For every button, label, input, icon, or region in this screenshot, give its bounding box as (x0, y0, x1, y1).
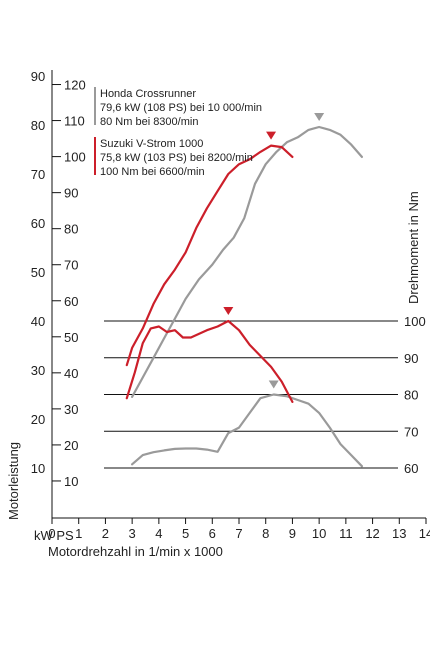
ps-tick-label: 40 (64, 366, 78, 381)
rpm-tick-label: 1 (75, 526, 82, 541)
legend-title-suzuki: Suzuki V-Strom 1000 (100, 138, 203, 150)
ps-tick-label: 120 (64, 78, 86, 93)
peak-marker (268, 380, 279, 389)
ps-tick-label: 30 (64, 402, 78, 417)
torque-tick-label: 70 (404, 424, 418, 439)
ps-tick-label: 80 (64, 222, 78, 237)
kw-tick-label: 20 (31, 412, 45, 427)
legend-power-suzuki: 75,8 kW (103 PS) bei 8200/min (100, 152, 253, 164)
rpm-tick-label: 9 (289, 526, 296, 541)
kw-tick-label: 90 (31, 69, 45, 84)
peak-marker (314, 112, 325, 121)
rpm-tick-label: 11 (339, 526, 353, 541)
series-layer (125, 125, 363, 468)
rpm-axis: 0 1 2 3 4 5 6 7 8 9 10 11 12 13 14 (48, 517, 430, 541)
torque-tick-label: 100 (404, 314, 426, 329)
kw-tick-label: 70 (31, 167, 45, 182)
suzuki-v-strom-1000-torque-line (125, 319, 294, 403)
kw-tick-label: 80 (31, 118, 45, 133)
ps-tick-label: 20 (64, 438, 78, 453)
honda-crossrunner-power-line (131, 125, 363, 398)
rpm-tick-label: 14 (419, 526, 430, 541)
peak-marker (223, 307, 234, 315)
x-axis-title: Motordrehzahl in 1/min x 1000 (48, 544, 223, 559)
rpm-tick-label: 6 (209, 526, 216, 541)
rpm-tick-label: 5 (182, 526, 189, 541)
legend-torque-honda: 80 Nm bei 8300/min (100, 116, 198, 128)
ps-tick-label: 50 (64, 330, 78, 345)
legend-torque-suzuki: 100 Nm bei 6600/min (100, 166, 205, 178)
torque-axis-title: Drehmoment in Nm (406, 191, 421, 304)
rpm-tick-label: 10 (312, 526, 326, 541)
torque-tick-label: 80 (404, 388, 418, 403)
rpm-tick-label: 12 (365, 526, 379, 541)
ps-tick-label: 10 (64, 474, 78, 489)
torque-tick-label: 90 (404, 351, 418, 366)
power-axis: 10 20 30 40 50 60 70 80 90 10 20 30 40 50 60 70 80 90 100 1… (31, 69, 86, 518)
peak-marker (266, 131, 277, 140)
rpm-tick-label: 3 (129, 526, 136, 541)
kw-tick-label: 10 (31, 461, 45, 476)
power-axis-title: Motorleistung (6, 442, 21, 520)
suzuki-v-strom-1000-power-line (125, 144, 294, 367)
kw-tick-label: 60 (31, 216, 45, 231)
rpm-tick-label: 7 (235, 526, 242, 541)
torque-tick-label: 60 (404, 461, 418, 476)
honda-crossrunner-torque-line (131, 393, 363, 468)
peak-markers (223, 112, 325, 389)
ps-tick-label: 60 (64, 294, 78, 309)
rpm-tick-label: 13 (392, 526, 406, 541)
power-axis-units: kW PS (34, 528, 74, 543)
rpm-tick-label: 0 (48, 526, 55, 541)
kw-tick-label: 30 (31, 363, 45, 378)
ps-tick-label: 90 (64, 186, 78, 201)
ps-tick-label: 110 (64, 114, 85, 129)
legend-power-honda: 79,6 kW (108 PS) bei 10 000/min (100, 102, 262, 114)
torque-axis: 60 70 80 90 100 (404, 314, 426, 476)
kw-tick-label: 40 (31, 314, 45, 329)
kw-tick-label: 50 (31, 265, 45, 280)
rpm-tick-label: 8 (262, 526, 269, 541)
ps-tick-label: 70 (64, 258, 78, 273)
legend: Honda Crossrunner 79,6 kW (108 PS) bei 1… (94, 87, 262, 178)
torque-gridlines (104, 320, 398, 469)
legend-title-honda: Honda Crossrunner (100, 88, 196, 100)
rpm-tick-label: 2 (102, 526, 109, 541)
ps-tick-label: 100 (64, 150, 86, 165)
rpm-tick-label: 4 (155, 526, 162, 541)
